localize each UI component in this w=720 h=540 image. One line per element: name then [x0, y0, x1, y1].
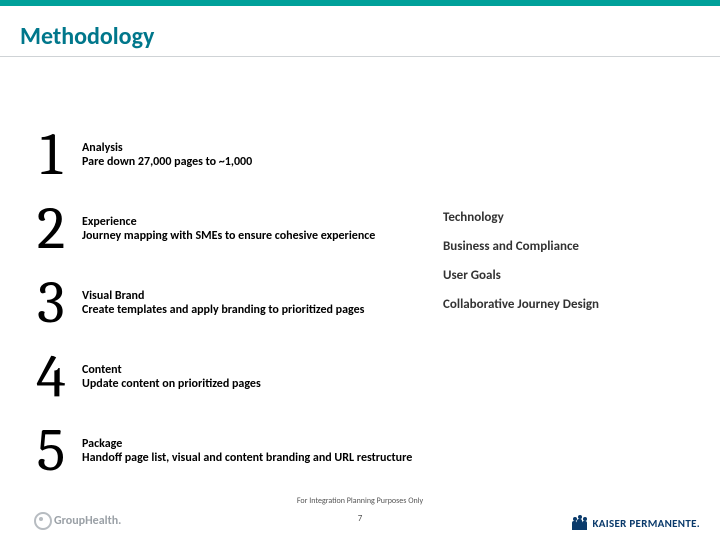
step-number: 2	[28, 199, 74, 259]
step-desc: Create templates and apply branding to p…	[82, 303, 418, 317]
step-desc: Pare down 27,000 pages to ~1,000	[82, 155, 418, 169]
step-heading: Analysis	[82, 141, 418, 155]
step-desc: Update content on prioritized pages	[82, 377, 418, 391]
step-heading: Content	[82, 363, 418, 377]
step-number: 4	[28, 347, 74, 407]
title-underline	[0, 56, 720, 57]
step-text: Visual Brand Create templates and apply …	[82, 289, 418, 317]
step-1: 1 Analysis Pare down 27,000 pages to ~1,…	[28, 120, 418, 190]
step-desc: Handoff page list, visual and content br…	[82, 451, 418, 465]
right-item: Business and Compliance	[443, 239, 693, 254]
step-heading: Experience	[82, 215, 418, 229]
step-heading: Package	[82, 437, 418, 451]
step-text: Package Handoff page list, visual and co…	[82, 437, 418, 465]
right-panel: Technology Business and Compliance User …	[443, 210, 693, 326]
step-2: 2 Experience Journey mapping with SMEs t…	[28, 194, 418, 264]
step-desc: Journey mapping with SMEs to ensure cohe…	[82, 229, 418, 243]
kaiser-permanente-icon	[572, 516, 588, 530]
step-5: 5 Package Handoff page list, visual and …	[28, 416, 418, 486]
step-heading: Visual Brand	[82, 289, 418, 303]
step-text: Analysis Pare down 27,000 pages to ~1,00…	[82, 141, 418, 169]
logo-right-text: KAISER PERMANENTE.	[592, 517, 700, 530]
step-4: 4 Content Update content on prioritized …	[28, 342, 418, 412]
right-item: Technology	[443, 210, 693, 225]
step-number: 5	[28, 421, 74, 481]
logo-kaiser-permanente: KAISER PERMANENTE.	[572, 516, 700, 530]
logo-left-text: GroupHealth.	[54, 514, 121, 528]
grouphealth-icon	[34, 512, 52, 530]
step-3: 3 Visual Brand Create templates and appl…	[28, 268, 418, 338]
right-item: User Goals	[443, 268, 693, 283]
footer-disclaimer: For Integration Planning Purposes Only	[0, 496, 720, 506]
logo-grouphealth: GroupHealth.	[34, 512, 121, 530]
page-title: Methodology	[20, 22, 154, 51]
right-item: Collaborative Journey Design	[443, 297, 693, 312]
accent-bar	[0, 0, 720, 6]
step-text: Content Update content on prioritized pa…	[82, 363, 418, 391]
step-number: 3	[28, 273, 74, 333]
step-number: 1	[28, 125, 74, 185]
step-text: Experience Journey mapping with SMEs to …	[82, 215, 418, 243]
content-area: 1 Analysis Pare down 27,000 pages to ~1,…	[28, 120, 700, 480]
steps-list: 1 Analysis Pare down 27,000 pages to ~1,…	[28, 120, 418, 490]
